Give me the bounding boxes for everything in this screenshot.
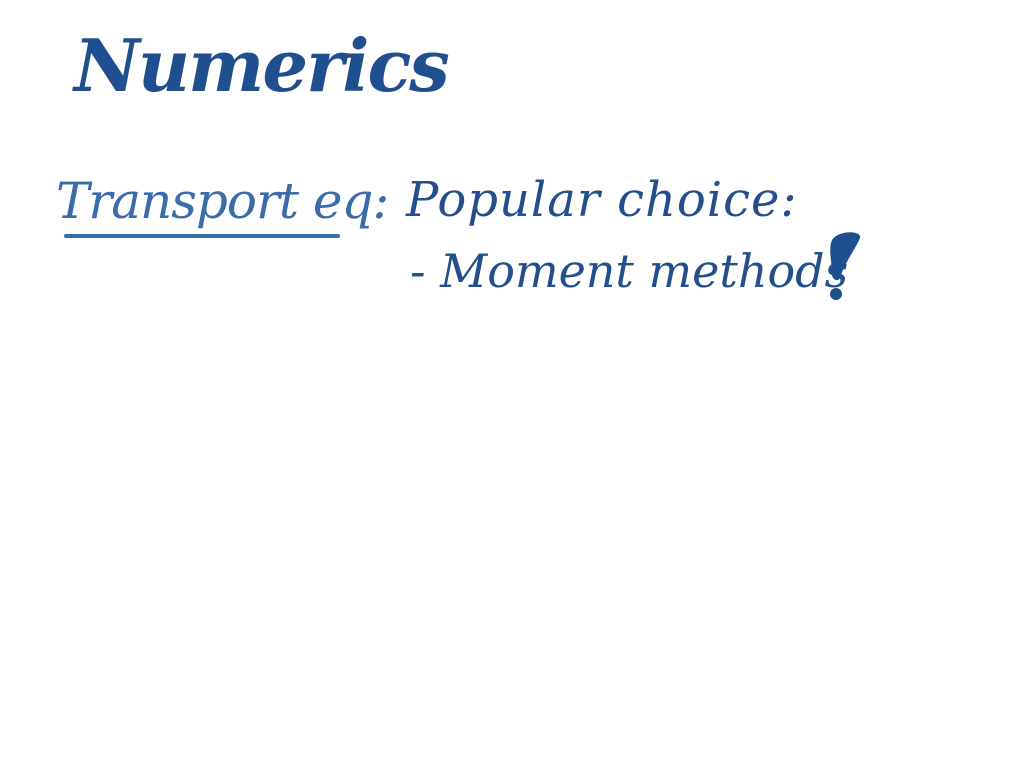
exclamation-mark-icon bbox=[830, 232, 861, 300]
exclamation-dot bbox=[830, 288, 842, 300]
transport-eq-label: Transport eq: bbox=[56, 172, 389, 230]
exclamation-stroke bbox=[830, 232, 861, 281]
popular-choice-text: Popular choice: bbox=[406, 172, 798, 228]
moment-methods-text: - Moment methods bbox=[410, 244, 849, 298]
slide-title: Numerics bbox=[74, 23, 450, 108]
label-underline bbox=[64, 234, 340, 238]
